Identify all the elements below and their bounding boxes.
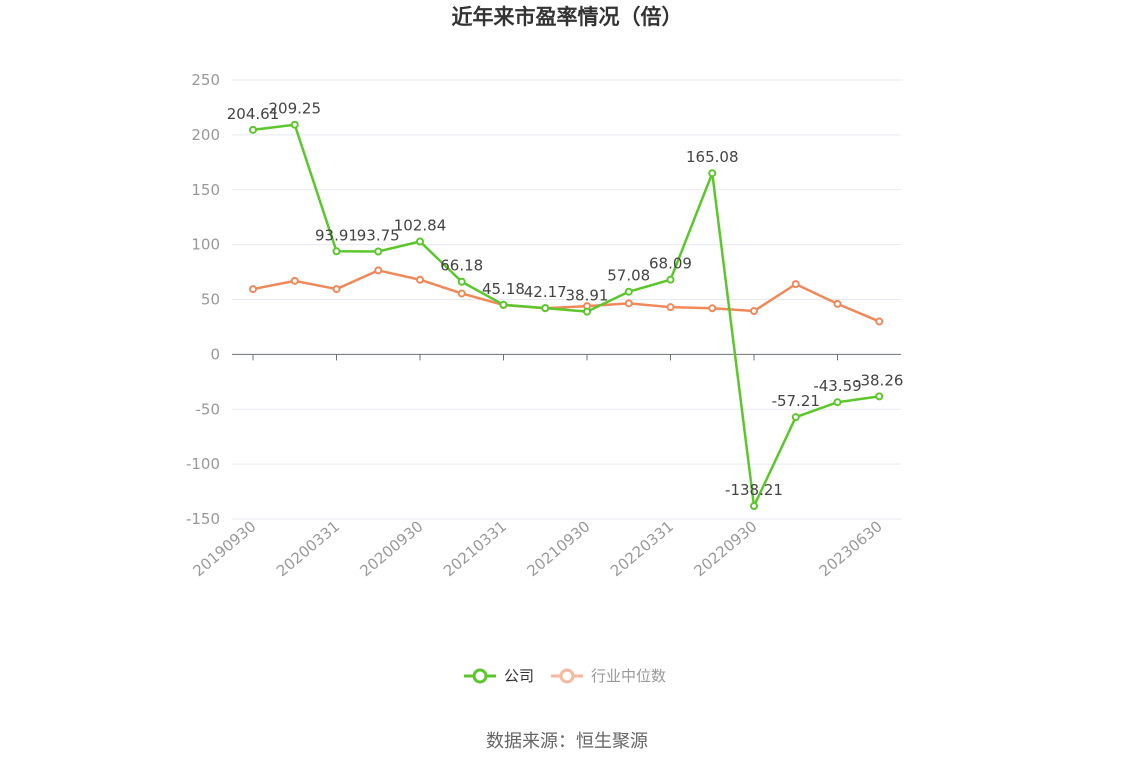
point-industry[interactable] [624, 299, 633, 308]
data-label-company: -43.59 [813, 377, 861, 395]
y-tick-label: 150 [191, 181, 220, 199]
legend[interactable]: 公司 行业中位数 [464, 667, 666, 685]
point-industry[interactable] [833, 299, 842, 308]
y-axis-ticks: 250 200 150 100 50 0 -50 -100 -150 [186, 71, 220, 528]
data-label-company: 57.08 [607, 267, 650, 285]
x-tick-label: 20210331 [440, 517, 510, 580]
legend-marker-company [472, 668, 488, 684]
y-tick-label: -100 [186, 455, 220, 473]
legend-label-company: 公司 [504, 667, 534, 685]
data-label-company: 165.08 [686, 148, 739, 166]
grid-lines [232, 79, 901, 520]
point-company[interactable] [791, 413, 800, 422]
data-label-company: 42.17 [524, 283, 567, 301]
x-axis: 20190930 20200331 20200930 20210331 20210930… [190, 353, 901, 580]
y-tick-label: 100 [191, 236, 220, 254]
point-industry[interactable] [708, 304, 717, 313]
y-tick-label: -50 [196, 400, 221, 418]
data-label-company: 45.18 [482, 280, 525, 298]
series-layer [249, 120, 884, 511]
data-label-company: 66.18 [440, 257, 483, 275]
point-industry[interactable] [290, 276, 299, 285]
data-source: 数据来源：恒生聚源 [486, 731, 648, 752]
point-industry[interactable] [875, 317, 884, 326]
point-company[interactable] [750, 502, 758, 511]
data-label-company: 93.91 [315, 226, 358, 244]
data-label-company: -138.21 [725, 481, 783, 499]
point-company[interactable] [457, 277, 466, 286]
x-tick-label: 20230630 [816, 517, 886, 580]
point-company[interactable] [666, 275, 675, 284]
chart-title: 近年来市盈率情况（倍） [452, 5, 683, 29]
point-company[interactable] [708, 169, 717, 178]
point-industry[interactable] [791, 280, 800, 289]
point-industry[interactable] [249, 285, 257, 294]
x-tick-label: 20200331 [273, 517, 343, 580]
point-company[interactable] [249, 125, 257, 134]
point-company[interactable] [416, 237, 424, 246]
point-company[interactable] [541, 304, 550, 313]
x-tick-label: 20220331 [607, 517, 677, 580]
y-tick-label: 50 [201, 291, 220, 309]
series-line-company [252, 123, 880, 508]
x-tick-label: 20220930 [691, 517, 761, 580]
point-company[interactable] [374, 247, 383, 256]
data-label-company: -38.26 [855, 371, 903, 389]
point-industry[interactable] [666, 303, 675, 312]
legend-item-company[interactable]: 公司 [464, 667, 534, 685]
point-industry[interactable] [750, 307, 758, 316]
legend-item-industry[interactable]: 行业中位数 [551, 667, 666, 685]
y-tick-label: 200 [191, 126, 220, 144]
legend-marker-industry [559, 668, 575, 684]
point-company[interactable] [583, 307, 591, 316]
data-label-company: -57.21 [772, 392, 820, 410]
y-tick-label: 0 [210, 345, 220, 363]
x-tick-label: 20210930 [524, 517, 594, 580]
point-company[interactable] [833, 398, 842, 407]
data-label-company: 38.91 [566, 287, 609, 305]
point-company[interactable] [875, 392, 884, 401]
point-company[interactable] [499, 300, 508, 309]
data-label-company: 93.75 [357, 226, 400, 244]
data-label-company: 209.25 [269, 100, 322, 118]
series-line-industry [252, 269, 880, 323]
point-company[interactable] [332, 247, 341, 256]
point-company[interactable] [624, 287, 633, 296]
point-industry[interactable] [457, 289, 466, 298]
point-industry[interactable] [332, 285, 341, 294]
y-tick-label: 250 [191, 71, 220, 89]
legend-label-industry: 行业中位数 [591, 667, 666, 685]
y-tick-label: -150 [186, 510, 220, 528]
point-industry[interactable] [416, 275, 424, 284]
data-label-company: 102.84 [394, 217, 447, 235]
point-industry[interactable] [374, 266, 383, 275]
data-label-company: 204.61 [227, 105, 280, 123]
point-company[interactable] [290, 120, 299, 129]
x-tick-label: 20200930 [357, 517, 427, 580]
data-label-company: 68.09 [649, 255, 692, 273]
